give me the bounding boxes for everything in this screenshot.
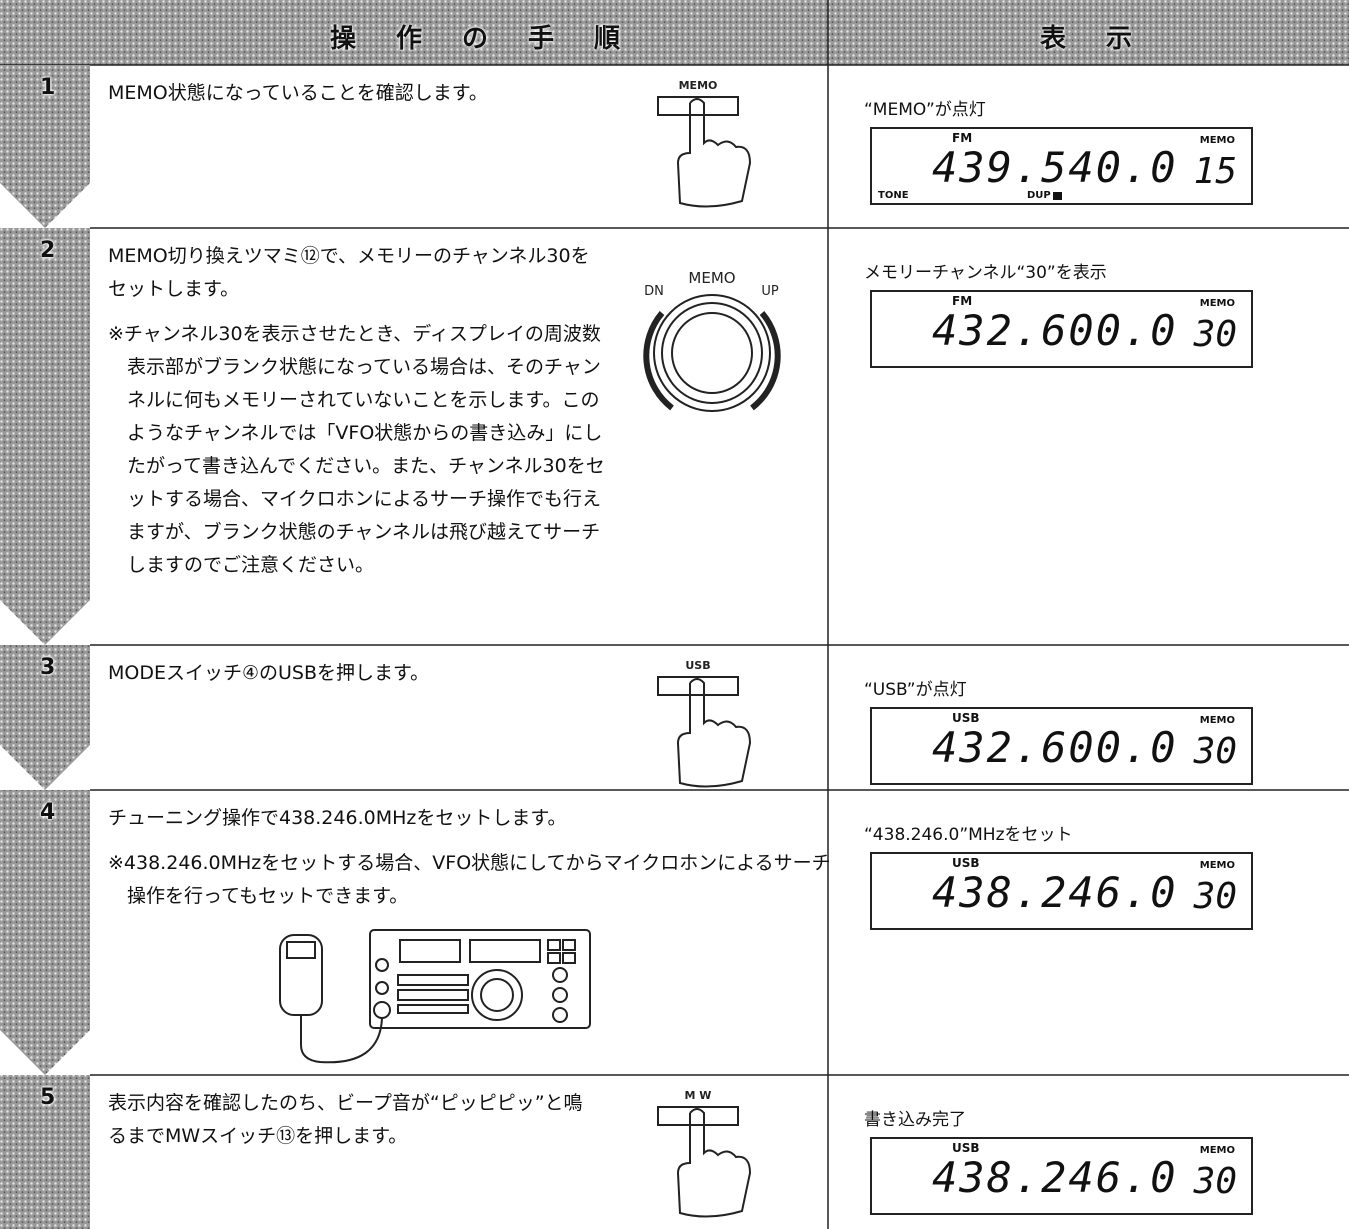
step-number: 5 bbox=[40, 1085, 56, 1110]
step-note: ※チャンネル30を表示させたとき、ディスプレイの周波数表示部がブランク状態になっ… bbox=[108, 323, 605, 576]
lcd-frequency: 438.246.0 bbox=[932, 1153, 1178, 1202]
display-caption: メモリーチャンネル“30”を表示 bbox=[864, 263, 1107, 283]
lcd-frequency: 439.540.0 bbox=[932, 143, 1178, 192]
knob-label: DN bbox=[644, 284, 664, 299]
lcd-frequency: 432.600.0 bbox=[932, 723, 1178, 772]
lcd-display: USB 438.246.0 MEMO 30 bbox=[870, 852, 1253, 930]
header-procedure: 操作の手順 bbox=[330, 24, 661, 54]
lcd-display: FM 432.600.0 MEMO 30 bbox=[870, 290, 1253, 368]
header-band bbox=[0, 0, 1349, 65]
step-text: MEMO切り換えツマミ⑫で、メモリーのチャンネル30をセットします。 bbox=[108, 245, 590, 300]
step-number: 4 bbox=[40, 800, 56, 825]
knob-ring bbox=[661, 302, 763, 404]
button bbox=[657, 96, 739, 116]
display-caption: “438.246.0”MHzをセット bbox=[864, 825, 1073, 845]
arrow-right bbox=[750, 311, 781, 411]
lcd-mode: FM bbox=[952, 131, 973, 145]
lcd-memo: MEMO bbox=[1199, 135, 1235, 146]
knob-ring bbox=[653, 294, 771, 412]
button-icon: USB bbox=[657, 659, 752, 788]
lcd-channel: 30 bbox=[1193, 314, 1237, 355]
lcd-channel: 15 bbox=[1193, 151, 1237, 192]
lcd-dup: DUP bbox=[1027, 190, 1062, 201]
lcd-frequency: 438.246.0 bbox=[932, 868, 1178, 917]
header-display: 表示 bbox=[1040, 24, 1173, 54]
lcd-mode: USB bbox=[952, 1141, 980, 1155]
lcd-memo: MEMO bbox=[1199, 715, 1235, 726]
lcd-display: USB 432.600.0 MEMO 30 bbox=[870, 707, 1253, 785]
finger bbox=[676, 98, 752, 208]
lcd-display: FM 439.540.0 MEMO 15 TONE DUP bbox=[870, 127, 1253, 205]
step-arrow bbox=[0, 228, 90, 645]
button-icon: MEMO bbox=[657, 79, 752, 208]
knob-label: UP bbox=[761, 284, 779, 299]
button-label: USB bbox=[685, 659, 710, 672]
step-arrow bbox=[0, 1075, 90, 1229]
radio-illustration bbox=[279, 929, 591, 1064]
knob-label: MEMO bbox=[688, 269, 735, 287]
lcd-mode: USB bbox=[952, 711, 980, 725]
dup-minus bbox=[1052, 192, 1062, 200]
button-icon: M W bbox=[657, 1089, 752, 1218]
step-arrow bbox=[0, 65, 90, 228]
step-text: チューニング操作で438.246.0MHzをセットします。 bbox=[108, 807, 567, 829]
knob-icon: DN MEMO UP bbox=[643, 269, 781, 412]
lcd-display: USB 438.246.0 MEMO 30 bbox=[870, 1137, 1253, 1215]
lcd-frequency: 432.600.0 bbox=[932, 306, 1178, 355]
button bbox=[657, 1106, 739, 1126]
step-number: 2 bbox=[40, 238, 56, 263]
step-text: MODEスイッチ④のUSBを押します。 bbox=[108, 662, 430, 684]
display-caption: “USB”が点灯 bbox=[864, 680, 967, 700]
step-arrow bbox=[0, 645, 90, 790]
button bbox=[657, 676, 739, 696]
lcd-channel: 30 bbox=[1193, 731, 1237, 772]
lcd-mode: FM bbox=[952, 294, 973, 308]
step-number: 3 bbox=[40, 655, 56, 680]
step-text: MEMO状態になっていることを確認します。 bbox=[108, 82, 488, 104]
step-number: 1 bbox=[40, 75, 56, 100]
lcd-memo: MEMO bbox=[1199, 1145, 1235, 1156]
step-note: ※438.246.0MHzをセットする場合、VFO状態にしてからマイクロホンによ… bbox=[108, 852, 831, 907]
lcd-mode: USB bbox=[952, 856, 980, 870]
lcd-tone: TONE bbox=[878, 190, 909, 201]
finger bbox=[676, 678, 752, 788]
knob-ring bbox=[671, 312, 753, 394]
lcd-memo: MEMO bbox=[1199, 860, 1235, 871]
button-label: MEMO bbox=[679, 79, 718, 92]
lcd-memo: MEMO bbox=[1199, 298, 1235, 309]
arrow-left bbox=[643, 311, 674, 411]
display-caption: “MEMO”が点灯 bbox=[864, 100, 986, 120]
step-text: 表示内容を確認したのち、ビープ音が“ピッピピッ”と鳴るまでMWスイッチ⑬を押しま… bbox=[108, 1092, 583, 1147]
display-caption: 書き込み完了 bbox=[864, 1110, 966, 1130]
lcd-channel: 30 bbox=[1193, 1161, 1237, 1202]
step-arrow bbox=[0, 790, 90, 1075]
button-label: M W bbox=[685, 1089, 712, 1102]
finger bbox=[676, 1108, 752, 1218]
lcd-channel: 30 bbox=[1193, 876, 1237, 917]
